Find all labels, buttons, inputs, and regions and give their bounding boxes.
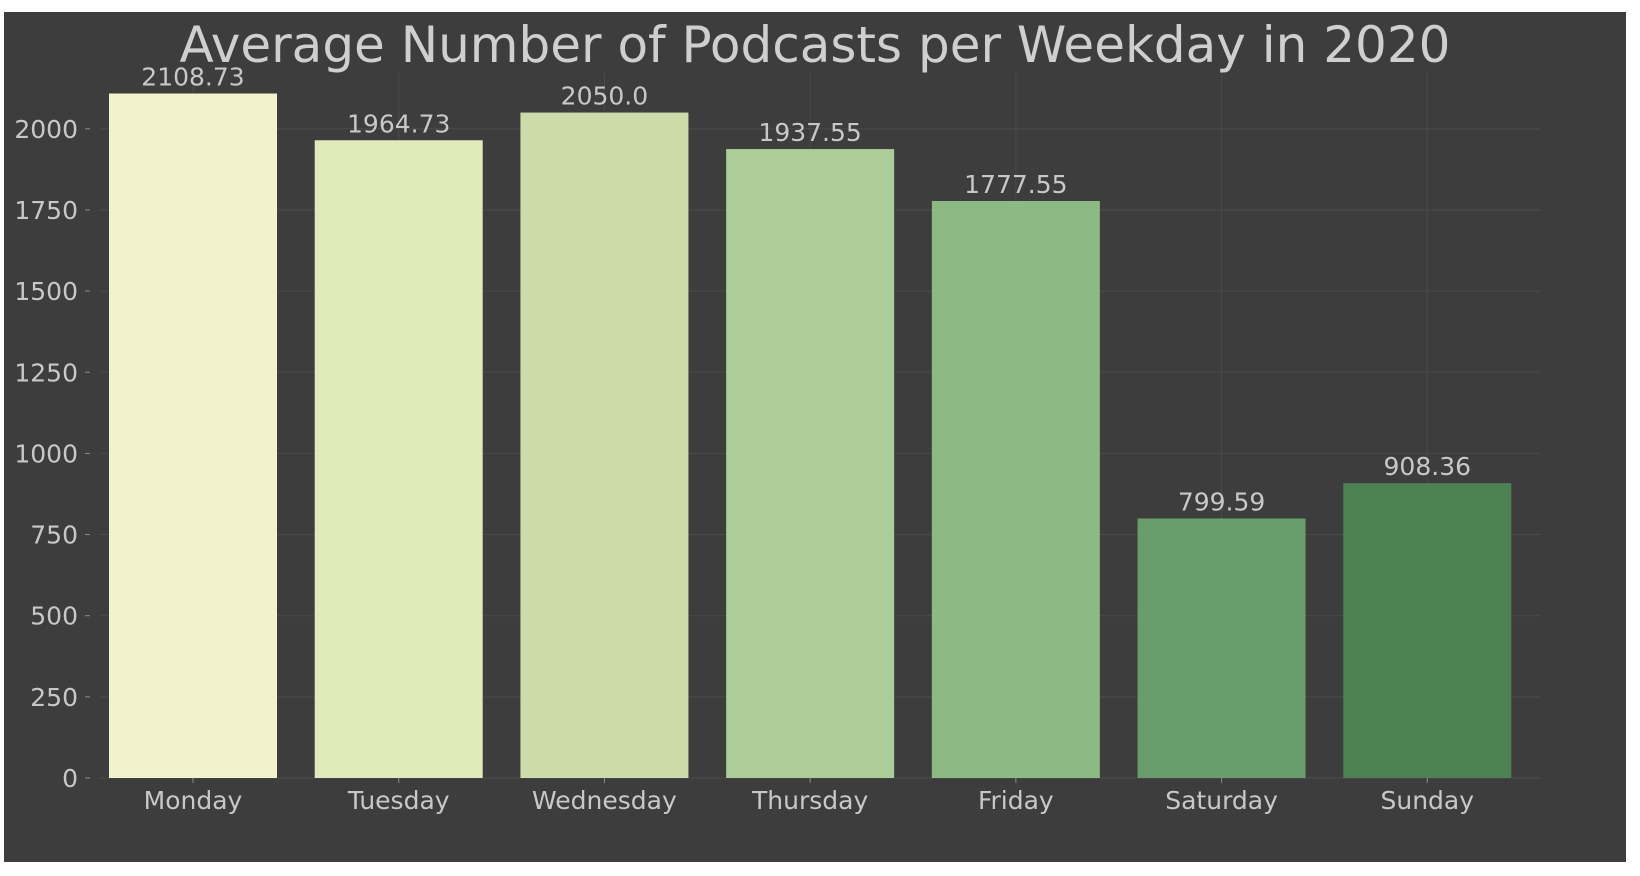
bar-sunday <box>1343 483 1512 778</box>
bars <box>109 93 1512 779</box>
y-axis: 0 250 500 750 1000 1250 1500 1750 2000 <box>14 115 90 793</box>
value-label-friday: 1777.55 <box>964 170 1067 199</box>
chart-title: Average Number of Podcasts per Weekday i… <box>180 16 1451 74</box>
data-labels: 2108.73 1964.73 2050.0 1937.55 1777.55 799.59… <box>141 63 1471 517</box>
y-tick-label: 1250 <box>14 358 78 387</box>
bar-saturday <box>1137 518 1306 778</box>
y-tick-label: 2000 <box>14 115 78 144</box>
value-label-wednesday: 2050.0 <box>561 82 648 111</box>
y-tick-label: 500 <box>30 602 78 631</box>
x-tick-label-sunday: Sunday <box>1381 786 1475 815</box>
x-tick-label-thursday: Thursday <box>751 786 868 815</box>
y-tick-label: 0 <box>62 764 78 793</box>
y-tick-label: 1000 <box>14 439 78 468</box>
value-label-saturday: 799.59 <box>1178 487 1265 516</box>
value-label-monday: 2108.73 <box>141 63 244 92</box>
bar-wednesday <box>520 112 689 779</box>
bar-friday <box>931 201 1100 778</box>
value-label-tuesday: 1964.73 <box>347 109 450 138</box>
bar-tuesday <box>314 140 483 778</box>
y-tick-label: 250 <box>30 683 78 712</box>
x-tick-label-tuesday: Tuesday <box>347 786 450 815</box>
value-label-sunday: 908.36 <box>1384 452 1471 481</box>
x-tick-label-friday: Friday <box>978 786 1054 815</box>
bar-thursday <box>726 149 895 778</box>
value-label-thursday: 1937.55 <box>758 118 861 147</box>
y-tick-label: 750 <box>30 521 78 550</box>
y-tick-label: 1500 <box>14 277 78 306</box>
x-tick-label-wednesday: Wednesday <box>532 786 677 815</box>
x-tick-label-monday: Monday <box>144 786 243 815</box>
x-tick-label-saturday: Saturday <box>1165 786 1278 815</box>
y-tick-label: 1750 <box>14 196 78 225</box>
x-axis: Monday Tuesday Wednesday Thursday Friday Satu… <box>144 778 1475 815</box>
bar-monday <box>109 93 277 778</box>
